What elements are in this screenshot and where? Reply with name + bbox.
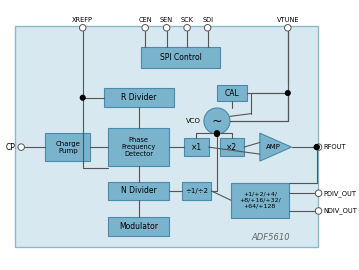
Text: +1/+2/+4/
+8/+16/+32/
+64/+128: +1/+2/+4/ +8/+16/+32/ +64/+128 <box>239 192 281 208</box>
Text: AMP: AMP <box>265 144 280 150</box>
Circle shape <box>80 95 85 100</box>
Circle shape <box>215 132 219 136</box>
Circle shape <box>314 145 319 150</box>
Text: ×2: ×2 <box>226 143 237 152</box>
Text: CAL: CAL <box>224 89 239 97</box>
Text: SDI: SDI <box>202 17 213 23</box>
Text: ~: ~ <box>212 114 222 127</box>
Text: ×1: ×1 <box>191 143 202 152</box>
Text: NDIV_OUT: NDIV_OUT <box>323 208 357 214</box>
Text: Modulator: Modulator <box>119 222 158 231</box>
Text: Phase
Frequency
Detector: Phase Frequency Detector <box>122 137 156 157</box>
Bar <box>184 138 209 156</box>
Bar <box>108 129 169 166</box>
Circle shape <box>163 25 170 31</box>
Bar <box>182 182 211 200</box>
Circle shape <box>142 25 148 31</box>
Text: SPI Control: SPI Control <box>160 53 201 62</box>
Text: Charge
Pump: Charge Pump <box>55 141 80 154</box>
Text: PDIV_OUT: PDIV_OUT <box>323 190 356 197</box>
Circle shape <box>18 144 24 150</box>
Circle shape <box>315 144 322 150</box>
Bar <box>46 133 90 161</box>
Circle shape <box>285 91 290 95</box>
Bar <box>231 183 289 218</box>
Bar <box>217 85 247 102</box>
Text: ÷1/÷2: ÷1/÷2 <box>185 188 208 194</box>
Polygon shape <box>260 133 292 161</box>
Text: RFOUT: RFOUT <box>323 144 346 150</box>
Circle shape <box>215 131 219 136</box>
Circle shape <box>184 25 190 31</box>
Circle shape <box>204 108 230 134</box>
Text: XREFP: XREFP <box>72 17 93 23</box>
Bar <box>220 138 244 156</box>
Circle shape <box>285 25 291 31</box>
Text: VTUNE: VTUNE <box>276 17 299 23</box>
Bar <box>108 182 169 200</box>
Text: VCO: VCO <box>186 118 201 124</box>
Bar <box>108 217 169 236</box>
Text: CP: CP <box>5 143 15 152</box>
Bar <box>15 26 318 247</box>
Bar <box>141 47 220 68</box>
Text: R Divider: R Divider <box>121 93 156 102</box>
Circle shape <box>204 25 211 31</box>
Circle shape <box>79 25 86 31</box>
Circle shape <box>315 208 322 214</box>
Text: SCK: SCK <box>181 17 194 23</box>
Text: ADF5610: ADF5610 <box>251 233 290 242</box>
Circle shape <box>315 190 322 197</box>
Text: N Divider: N Divider <box>121 186 157 195</box>
Text: SEN: SEN <box>160 17 173 23</box>
Bar <box>104 88 174 107</box>
Text: CEN: CEN <box>138 17 152 23</box>
Circle shape <box>314 145 319 150</box>
